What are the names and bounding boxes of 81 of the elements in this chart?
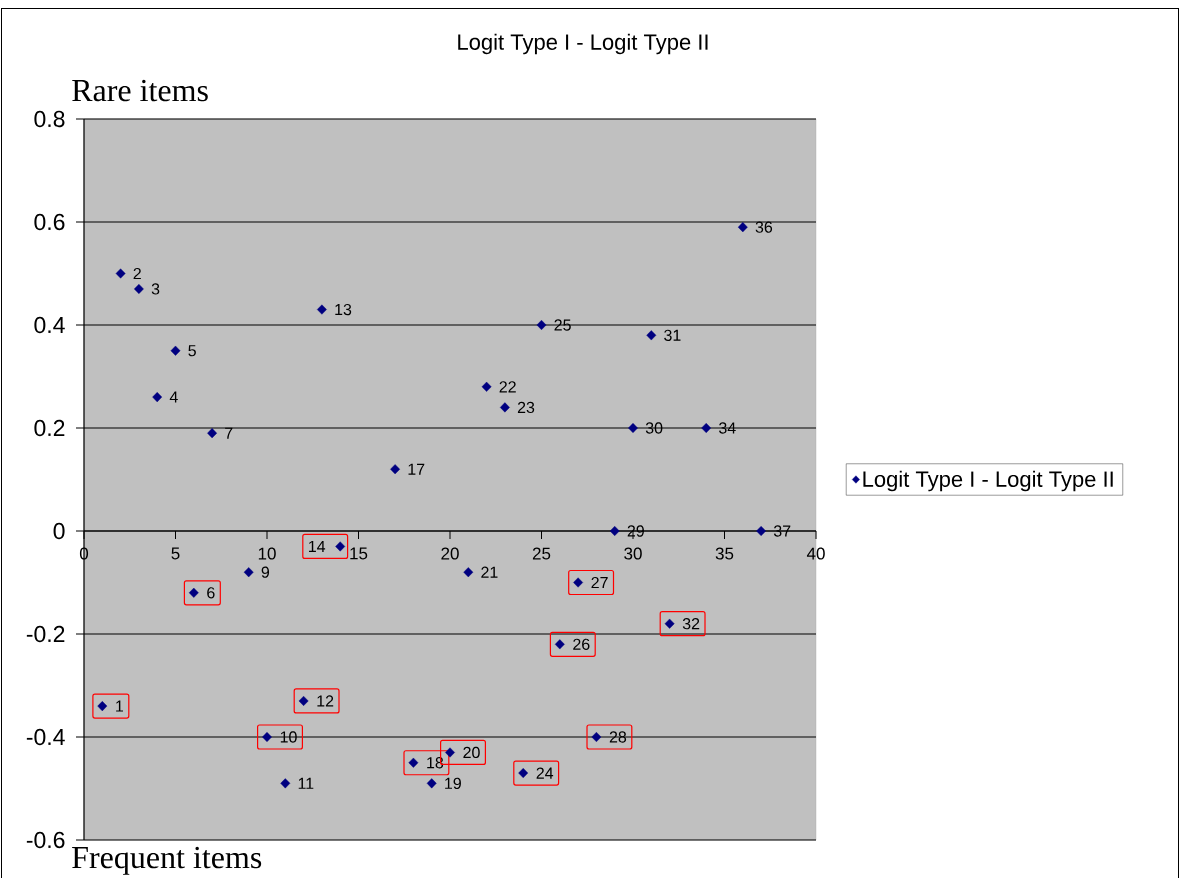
annotation: 20 (463, 746, 480, 759)
point (609, 526, 620, 536)
point (408, 757, 419, 768)
point (317, 304, 327, 315)
annotation: 30 (645, 422, 663, 434)
annotation: 3 (151, 283, 160, 295)
point (554, 639, 565, 650)
legend-label: Logit Type I - Logit Type II (863, 470, 1113, 492)
point (390, 464, 400, 475)
point (701, 422, 712, 433)
annotation: 25 (554, 319, 571, 331)
point (481, 381, 492, 392)
x-tick-label: 20 (441, 547, 459, 560)
point (134, 283, 144, 294)
annotation: 26 (573, 638, 590, 650)
point (262, 732, 272, 742)
y-tick-label: 0 (53, 522, 65, 540)
annotation: 19 (445, 777, 461, 790)
point (591, 732, 602, 742)
annotation: 2 (133, 267, 141, 280)
y-tick-label: -0.6 (26, 831, 65, 849)
annotation: 28 (609, 731, 627, 743)
point (188, 587, 199, 598)
y-tick-label: -0.4 (26, 728, 65, 746)
annotation: 21 (481, 566, 498, 578)
point (298, 695, 309, 706)
y-tick-label: 0.6 (34, 213, 65, 231)
point (445, 747, 455, 758)
x-tick-label: 5 (171, 547, 180, 560)
annotation: 14 (309, 540, 326, 552)
point (426, 778, 437, 789)
y-tick-label: -0.2 (26, 625, 65, 643)
annotation: 22 (499, 381, 516, 393)
annotation: 5 (188, 345, 196, 357)
text: Frequent items (72, 846, 262, 875)
y-tick-label: 0.2 (34, 419, 65, 437)
point (536, 319, 547, 330)
annotation: 4 (169, 391, 178, 403)
x-tick-label: 25 (532, 547, 551, 560)
point (518, 768, 529, 779)
annotation: 10 (280, 731, 297, 743)
annotation: 32 (682, 618, 700, 630)
annotation: 9 (261, 566, 270, 578)
point (207, 428, 217, 439)
chart-title: Logit Type I - Logit Type II (458, 33, 708, 55)
annotation: 1 (116, 700, 124, 712)
annotation: 36 (755, 221, 773, 233)
annotation: 6 (207, 587, 215, 599)
point (646, 330, 657, 341)
point (500, 402, 510, 413)
point (664, 618, 675, 629)
annotation: 27 (591, 576, 608, 589)
point (335, 541, 346, 552)
point (152, 392, 163, 403)
point (463, 567, 474, 578)
annotation: 34 (719, 422, 736, 434)
annotation: 31 (664, 329, 681, 341)
x-tick-label: 15 (350, 547, 368, 560)
point (756, 526, 766, 536)
point (737, 222, 748, 233)
point (280, 778, 291, 789)
text: Rare items (72, 79, 208, 102)
y-tick-label: 0.8 (34, 110, 65, 128)
annotation: 11 (298, 777, 314, 789)
x-tick-label: 40 (806, 547, 825, 560)
x-tick-label: 10 (258, 547, 276, 560)
annotation: 7 (225, 427, 233, 439)
x-tick-label: 30 (624, 547, 642, 560)
point (97, 701, 108, 712)
point (628, 422, 638, 433)
point (243, 567, 254, 578)
x-tick-label: 35 (715, 547, 734, 560)
annotation: 24 (536, 767, 554, 779)
annotation: 17 (408, 463, 425, 475)
y-tick-label: 0.4 (34, 316, 65, 334)
point (573, 577, 583, 588)
annotation: 23 (517, 401, 535, 414)
point (115, 268, 126, 279)
point (170, 345, 181, 356)
annotation: 12 (317, 695, 334, 707)
annotation: 13 (335, 303, 352, 316)
